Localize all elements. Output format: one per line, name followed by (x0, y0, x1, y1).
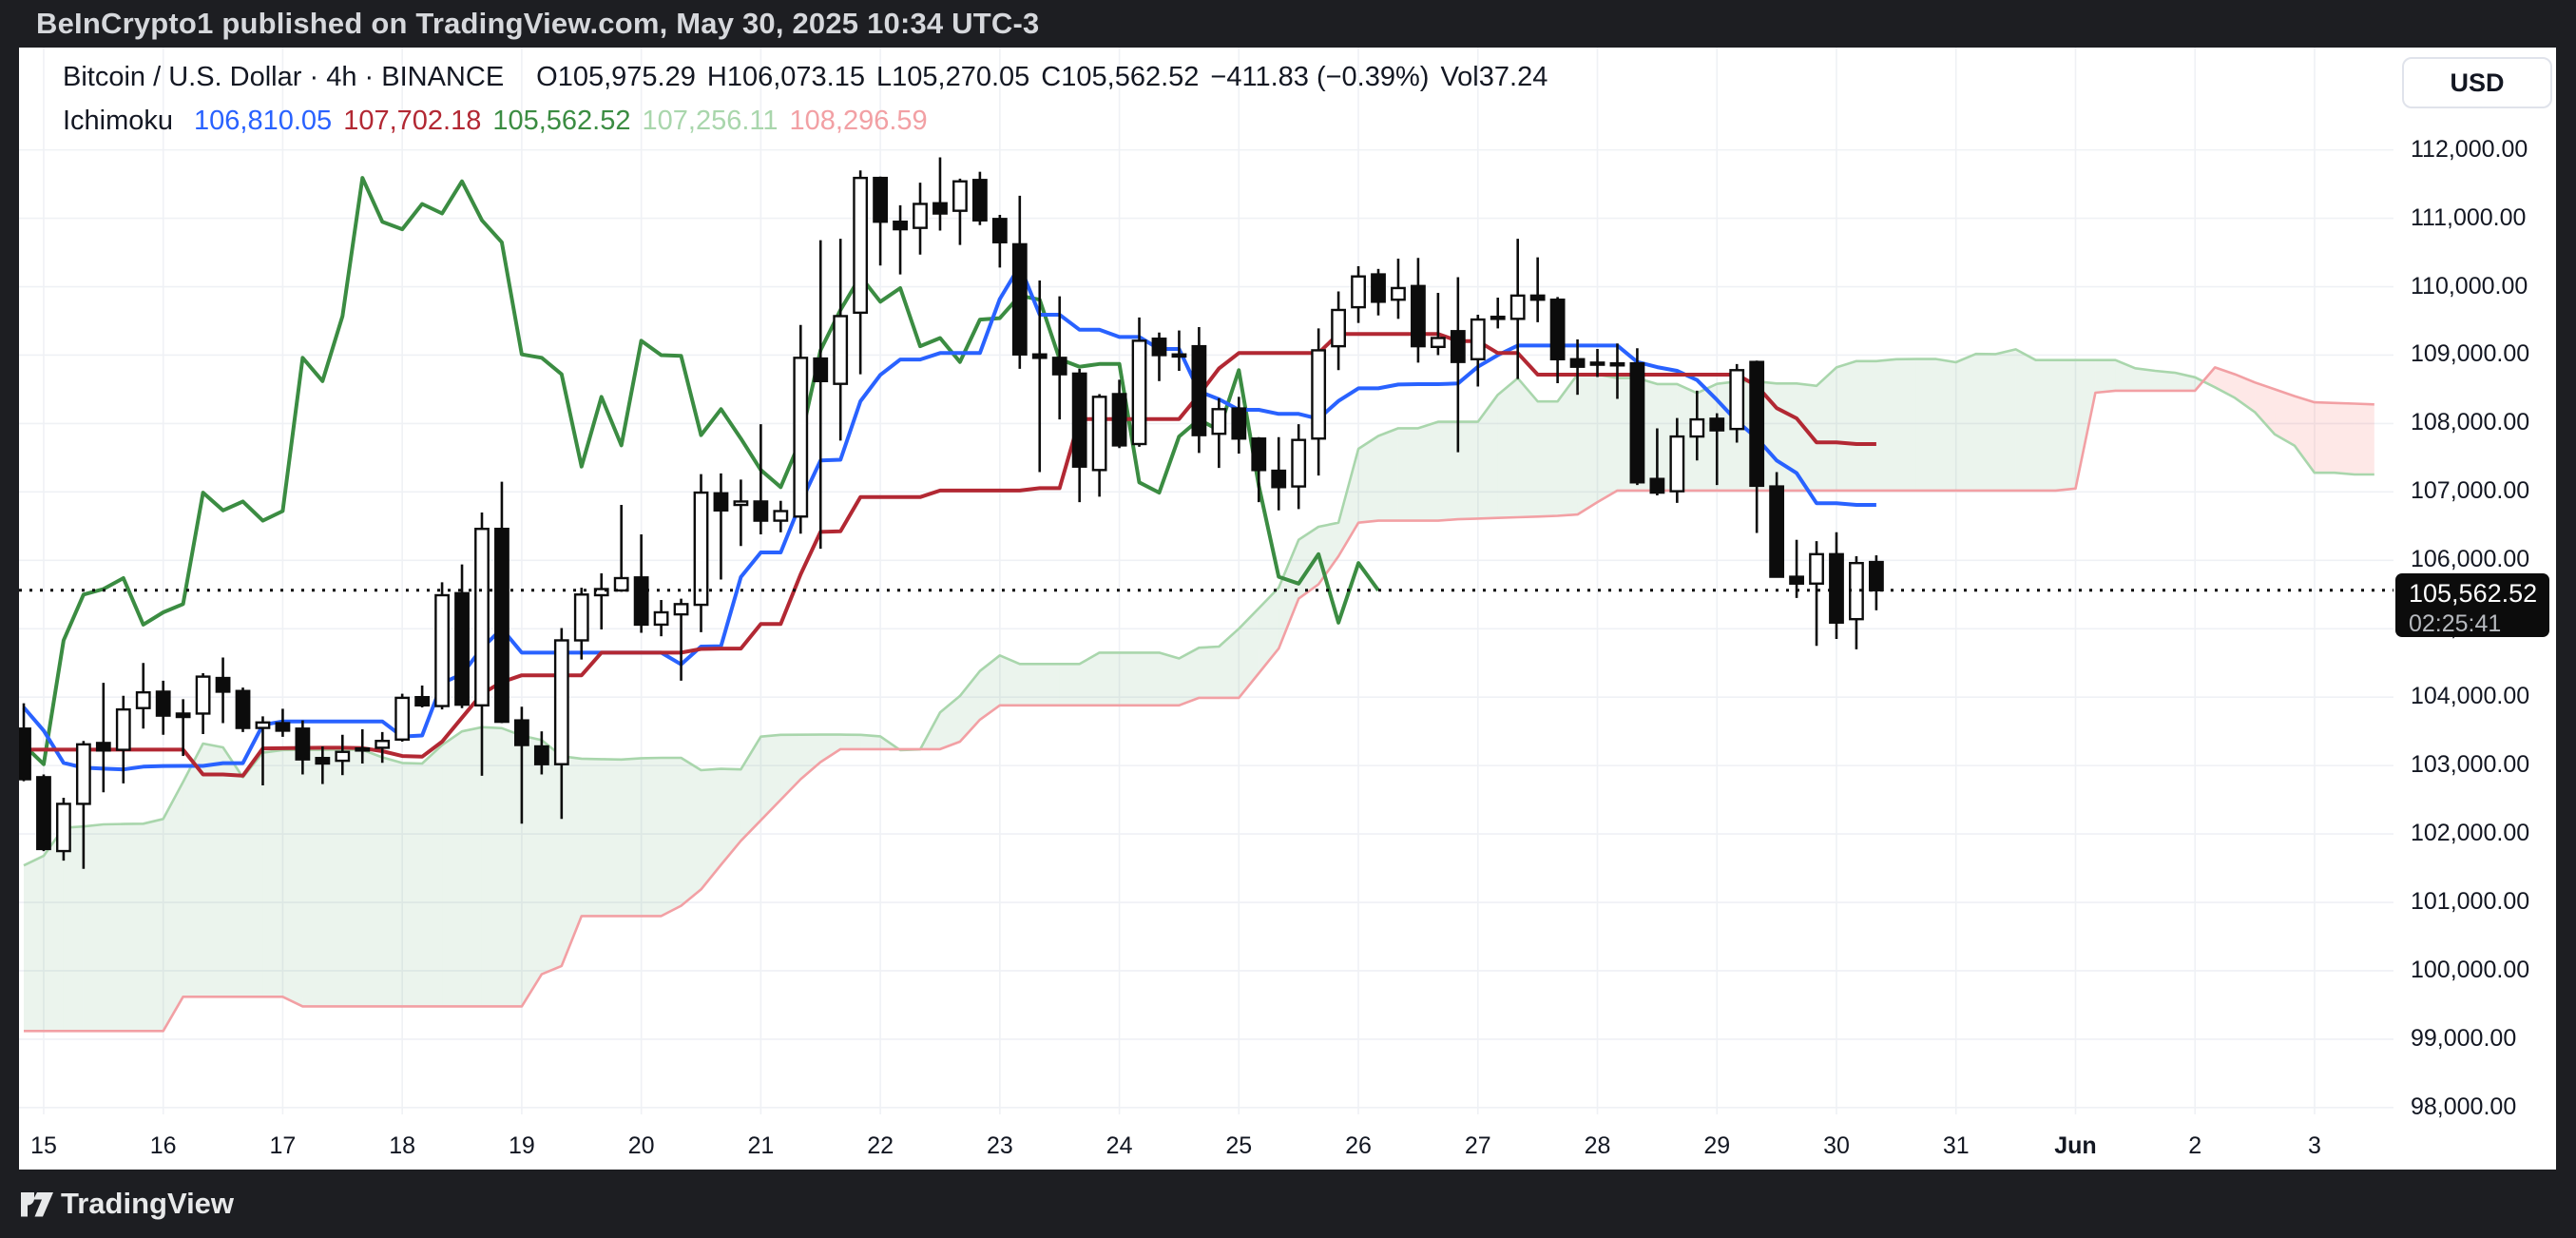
attribution-bar: BeInCrypto1 published on TradingView.com… (0, 0, 2576, 48)
price-axis-label: 103,000.00 (2411, 751, 2530, 779)
last-price-badge[interactable]: 105,562.52 02:25:41 (2395, 573, 2549, 637)
indicator-value: 107,702.18 (343, 106, 482, 136)
time-axis-label: 18 (389, 1132, 416, 1159)
chart-panel[interactable]: Bitcoin / U.S. Dollar · 4h · BINANCE O105… (19, 48, 2556, 1170)
symbol-ohlc-row: Bitcoin / U.S. Dollar · 4h · BINANCE O105… (63, 62, 1548, 93)
time-axis-label: 16 (149, 1132, 177, 1159)
time-axis-label: 15 (30, 1132, 57, 1159)
tradingview-brand-text[interactable]: TradingView (61, 1187, 235, 1220)
indicator-value: 105,562.52 (492, 106, 631, 136)
price-axis-label: 99,000.00 (2411, 1024, 2517, 1052)
volume-value: 37.24 (1478, 62, 1548, 92)
footer-bar: TradingView (0, 1170, 2576, 1238)
price-axis-label: 104,000.00 (2411, 683, 2530, 710)
exchange-name[interactable]: BINANCE (381, 62, 505, 92)
indicator-value: 106,810.05 (194, 106, 333, 136)
price-axis-label: 101,000.00 (2411, 888, 2530, 916)
price-axis-label: 102,000.00 (2411, 820, 2530, 847)
indicator-name[interactable]: Ichimoku (63, 106, 174, 136)
price-axis-label: 109,000.00 (2411, 340, 2530, 368)
time-axis-label: 21 (747, 1132, 775, 1159)
indicator-value: 108,296.59 (789, 106, 928, 136)
attribution-text: BeInCrypto1 published on TradingView.com… (36, 7, 1040, 40)
time-axis-label: 27 (1464, 1132, 1491, 1159)
separator: · (301, 62, 327, 92)
time-axis-label: 26 (1345, 1132, 1372, 1159)
time-axis-label: 3 (2307, 1132, 2321, 1159)
price-axis-label: 111,000.00 (2411, 203, 2527, 231)
indicator-value: 107,256.11 (642, 106, 779, 136)
separator: · (356, 62, 382, 92)
senkou-a-line (23, 348, 2374, 867)
price-axis-label: 110,000.00 (2411, 272, 2528, 300)
senkou-b-line (24, 366, 2374, 1033)
ohlc-label-c: C (1041, 62, 1062, 92)
last-price-value: 105,562.52 (2409, 579, 2538, 608)
volume-label: Vol (1440, 62, 1479, 92)
time-axis-label: 19 (508, 1132, 535, 1159)
price-axis-label: 107,000.00 (2411, 477, 2530, 505)
time-axis-label: 17 (269, 1132, 297, 1159)
tenkan-sen-line (22, 263, 1876, 772)
price-axis-label: 98,000.00 (2411, 1093, 2517, 1120)
time-axis-label: Jun (2054, 1132, 2097, 1159)
ohlc-value-o: 105,975.29 (557, 62, 696, 92)
ohlc-value-h: 106,073.15 (726, 62, 865, 92)
time-axis-label: 30 (1823, 1132, 1850, 1159)
time-axis-label: 22 (867, 1132, 894, 1159)
time-axis-label: 28 (1584, 1132, 1611, 1159)
tradingview-logo-icon[interactable] (21, 1190, 57, 1220)
time-axis-label: 29 (1703, 1132, 1731, 1159)
chikou-span-line (22, 176, 1380, 766)
time-axis-label: 31 (1942, 1132, 1970, 1159)
time-axis-label: 25 (1225, 1132, 1253, 1159)
candles-layer (19, 157, 1884, 869)
price-axis-label: 112,000.00 (2411, 135, 2528, 163)
ohlc-value-c: 105,562.52 (1061, 62, 1200, 92)
price-axis-label: 108,000.00 (2411, 409, 2530, 436)
ohlc-label-h: H (706, 62, 727, 92)
price-chart-canvas[interactable] (19, 48, 2556, 1170)
price-axis-label: 100,000.00 (2411, 956, 2530, 983)
time-axis-label: 24 (1105, 1132, 1133, 1159)
time-axis-label: 23 (986, 1132, 1013, 1159)
ohlc-label-o: O (536, 62, 558, 92)
grid-layer (19, 48, 2393, 1114)
price-change: −411.83 (−0.39%) (1210, 62, 1430, 92)
ohlc-label-l: L (876, 62, 893, 92)
price-axis-label: 106,000.00 (2411, 546, 2530, 573)
currency-toggle-button[interactable]: USD (2402, 57, 2552, 108)
time-axis-label: 2 (2188, 1132, 2202, 1159)
bar-countdown: 02:25:41 (2409, 610, 2502, 637)
interval-value[interactable]: 4h (326, 62, 357, 92)
symbol-name[interactable]: Bitcoin / U.S. Dollar (63, 62, 302, 92)
indicator-values-row: Ichimoku 106,810.05 107,702.18 105,562.52 10… (63, 106, 939, 137)
kijun-sen-line (24, 332, 1876, 778)
time-axis-label: 20 (627, 1132, 655, 1159)
ohlc-value-l: 105,270.05 (892, 62, 1030, 92)
